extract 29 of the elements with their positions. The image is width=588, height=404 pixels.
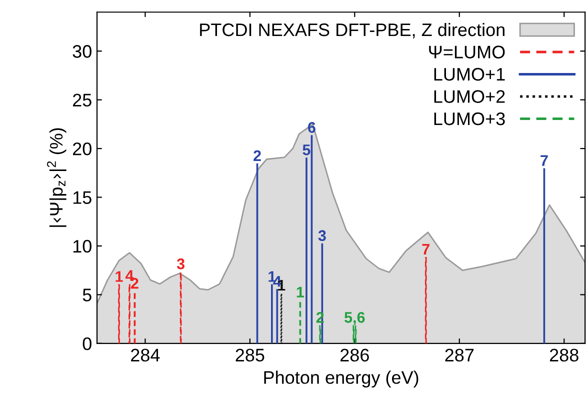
annotation: 7	[422, 244, 430, 254]
annotation: 6	[308, 122, 316, 133]
legend-label: LUMO+3	[434, 112, 505, 126]
y-tick-label: 10	[73, 240, 92, 253]
annotation: 1	[296, 286, 304, 298]
y-tick-label: 0	[82, 337, 92, 350]
legend-label: LUMO+1	[434, 68, 505, 81]
y-tick-label: 5	[82, 288, 92, 302]
x-tick-label: 287	[445, 348, 474, 362]
y-tick-label: 20	[72, 142, 92, 156]
annotation: 1	[116, 271, 123, 282]
legend-label: Ψ=LUMO	[429, 46, 505, 58]
annotation: 5	[302, 144, 310, 156]
legend-label: PTCDI NEXAFS DFT-PBE, Z direction	[200, 22, 504, 38]
annotation: 2	[254, 150, 261, 161]
x-tick-label: 288	[550, 348, 578, 362]
y-axis-title: |‹Ψ|p$_{z}$›|$^{2}$ (%)	[47, 128, 66, 227]
legend-label: LUMO+2	[434, 90, 505, 103]
annotation: 7	[540, 155, 548, 166]
x-tick-label: 284	[131, 348, 160, 362]
y-tick-label: 15	[73, 191, 92, 204]
y-tick-label: 30	[72, 45, 92, 58]
x-axis-title: Photon energy (eV)	[264, 370, 418, 388]
y-tick-label: 25	[72, 94, 92, 107]
x-tick-label: 285	[236, 348, 264, 362]
annotation: 3	[176, 258, 184, 270]
annotation: 5,6	[344, 312, 365, 326]
annotation: 3	[318, 230, 326, 242]
x-tick-label: 286	[340, 348, 369, 362]
